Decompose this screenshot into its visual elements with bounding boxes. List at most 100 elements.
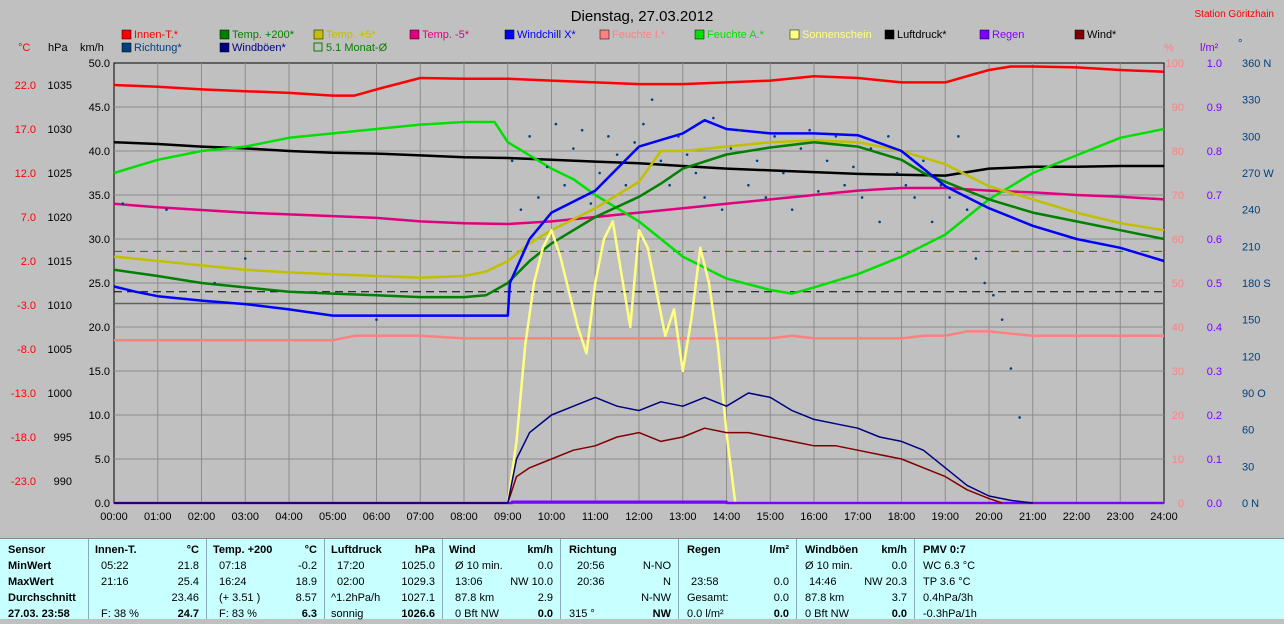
tick-pct: 90 <box>1172 102 1184 114</box>
series-point-richtung <box>782 171 785 175</box>
tick-c: 17.0 <box>15 124 36 136</box>
tick-hpa: 1000 <box>48 388 72 400</box>
series-point-richtung <box>712 116 715 120</box>
stats-col-temp: Temp. +200 °C 07:18 -0.2 16:24 18.9 (+ 3.51… <box>206 539 323 620</box>
tick-c: 2.0 <box>21 256 36 268</box>
stats-col-windboeen: Windböen km/h Ø 10 min. 0.0 14:46 NW 20.3 8… <box>796 539 913 620</box>
tick-lm2: 0.8 <box>1207 146 1222 158</box>
series-point-richtung <box>878 220 881 224</box>
tick-x: 09:00 <box>494 511 522 523</box>
tick-c: -3.0 <box>17 300 36 312</box>
tick-x: 14:00 <box>713 511 741 523</box>
regen-current-value: 0.0 <box>773 608 789 620</box>
regen-max-time: 23:58 <box>691 576 719 588</box>
series-point-richtung <box>895 171 899 175</box>
series-point-richtung <box>121 202 125 205</box>
tick-deg: 120 <box>1242 351 1260 363</box>
wind-current-value: 0.0 <box>537 608 553 620</box>
tick-deg: 210 <box>1242 241 1260 253</box>
tick-kmh: 35.0 <box>89 190 110 202</box>
series-line-temp-5 <box>113 186 1165 226</box>
tick-lm2: 0.5 <box>1207 278 1222 290</box>
stats-col-sensor: Sensor MinWert MaxWert Durchschnitt 27.0… <box>0 539 86 620</box>
series-point-richtung <box>703 196 706 199</box>
temp-min-time: 07:18 <box>219 560 247 572</box>
boeen-avg-value: 3.7 <box>891 592 907 604</box>
series-point-richtung <box>677 135 680 138</box>
series-line-sonnenschein <box>114 220 1164 505</box>
series-point-richtung <box>537 196 540 199</box>
tick-x: 20:00 <box>975 511 1003 523</box>
series-point-richtung <box>747 183 750 187</box>
series-point-richtung <box>572 147 575 150</box>
regen-total-value: 0.0 <box>773 592 789 604</box>
tick-kmh: 0.0 <box>95 498 110 510</box>
series-point-richtung <box>685 153 689 156</box>
stats-current-label: 27.03. 23:58 <box>8 608 70 620</box>
tick-pct: 30 <box>1172 366 1184 378</box>
series-point-richtung <box>213 281 216 285</box>
temp-current-value: 6.3 <box>301 608 317 620</box>
legend: Innen-T.* Temp. +200* Temp. +5* Temp. -5* Wi… <box>121 29 1117 54</box>
series-point-richtung <box>825 159 829 163</box>
series-line-innen-t <box>113 65 1165 97</box>
series-point-richtung <box>580 128 584 132</box>
tick-kmh: 40.0 <box>89 146 110 158</box>
station-name: Station Göritzhain <box>1195 9 1275 20</box>
temp-max-time: 16:24 <box>219 576 247 588</box>
wind-max-time: 13:06 <box>455 576 483 588</box>
pmv-title: PMV 0:7 <box>923 544 966 556</box>
unit-celsius: °C <box>18 42 30 54</box>
legend-item-label: Innen-T.* <box>134 29 179 41</box>
tick-c: -8.0 <box>17 344 36 356</box>
series-point-richtung <box>598 171 601 175</box>
stats-col-luftdruck: Luftdruck hPa 17:20 1025.0 02:00 1029.3 ^1.… <box>324 539 441 620</box>
series-point-richtung <box>843 183 846 187</box>
tick-deg: 30 <box>1242 461 1254 473</box>
series-point-richtung <box>659 159 663 163</box>
tick-x: 17:00 <box>844 511 872 523</box>
series-point-richtung <box>720 208 724 211</box>
tick-hpa: 990 <box>54 476 72 488</box>
tick-x: 04:00 <box>275 511 303 523</box>
stats-col-pmv: PMV 0:7 WC 6.3 °C TP 3.6 °C 0.4hPa/3h -0… <box>914 539 1284 620</box>
legend-item-label: Regen <box>992 29 1024 41</box>
tick-x: 16:00 <box>800 511 828 523</box>
tick-x: 02:00 <box>188 511 216 523</box>
luft-title: Luftdruck <box>331 544 382 556</box>
legend-item-label: Wind* <box>1087 29 1117 41</box>
regen-total-label: Gesamt: <box>687 592 729 604</box>
series-point-richtung <box>510 159 514 163</box>
wind-min-value: 0.0 <box>537 560 553 572</box>
innen-avg-value: 23.46 <box>171 592 199 604</box>
series-point-richtung <box>983 281 986 285</box>
tick-kmh: 30.0 <box>89 234 110 246</box>
stats-sensor-title: Sensor <box>8 544 46 556</box>
series-line-windchill-x <box>113 118 1165 317</box>
series-line-feuchte-a <box>113 120 1165 295</box>
boeen-min-note: Ø 10 min. <box>805 560 853 572</box>
tick-c: 12.0 <box>15 168 36 180</box>
wind-avg-value: 2.9 <box>537 592 553 604</box>
series-point-richtung <box>563 183 566 187</box>
temp-unit: °C <box>304 544 317 556</box>
tick-deg: 180 S <box>1242 278 1271 290</box>
unit-kmh: km/h <box>80 42 104 54</box>
tick-hpa: 1020 <box>48 212 72 224</box>
tick-hpa: 1025 <box>48 168 72 180</box>
luft-unit: hPa <box>414 544 435 556</box>
tick-lm2: 0.0 <box>1207 498 1222 510</box>
series-point-richtung <box>904 183 908 187</box>
innen-max-time: 21:16 <box>101 576 129 588</box>
tick-x: 11:00 <box>582 511 609 523</box>
boeen-unit: km/h <box>881 544 907 556</box>
tick-labels: 22.0 17.0 12.0 7.0 2.0 -3.0 -8.0 -13.0 -18.0 -23.… <box>11 58 1274 523</box>
tick-deg: 60 <box>1242 425 1254 437</box>
unit-degree: ° <box>1238 38 1242 50</box>
stats-avg-label: Durchschnitt <box>8 592 76 604</box>
stats-col-innen: Innen-T. °C 05:22 21.8 21:16 25.4 23.46 F: … <box>88 539 205 620</box>
tick-x: 19:00 <box>931 511 959 523</box>
series-point-richtung <box>939 183 943 187</box>
series-line-temp-200 <box>113 140 1165 299</box>
temp-avg-note: (+ 3.51 ) <box>219 592 261 604</box>
